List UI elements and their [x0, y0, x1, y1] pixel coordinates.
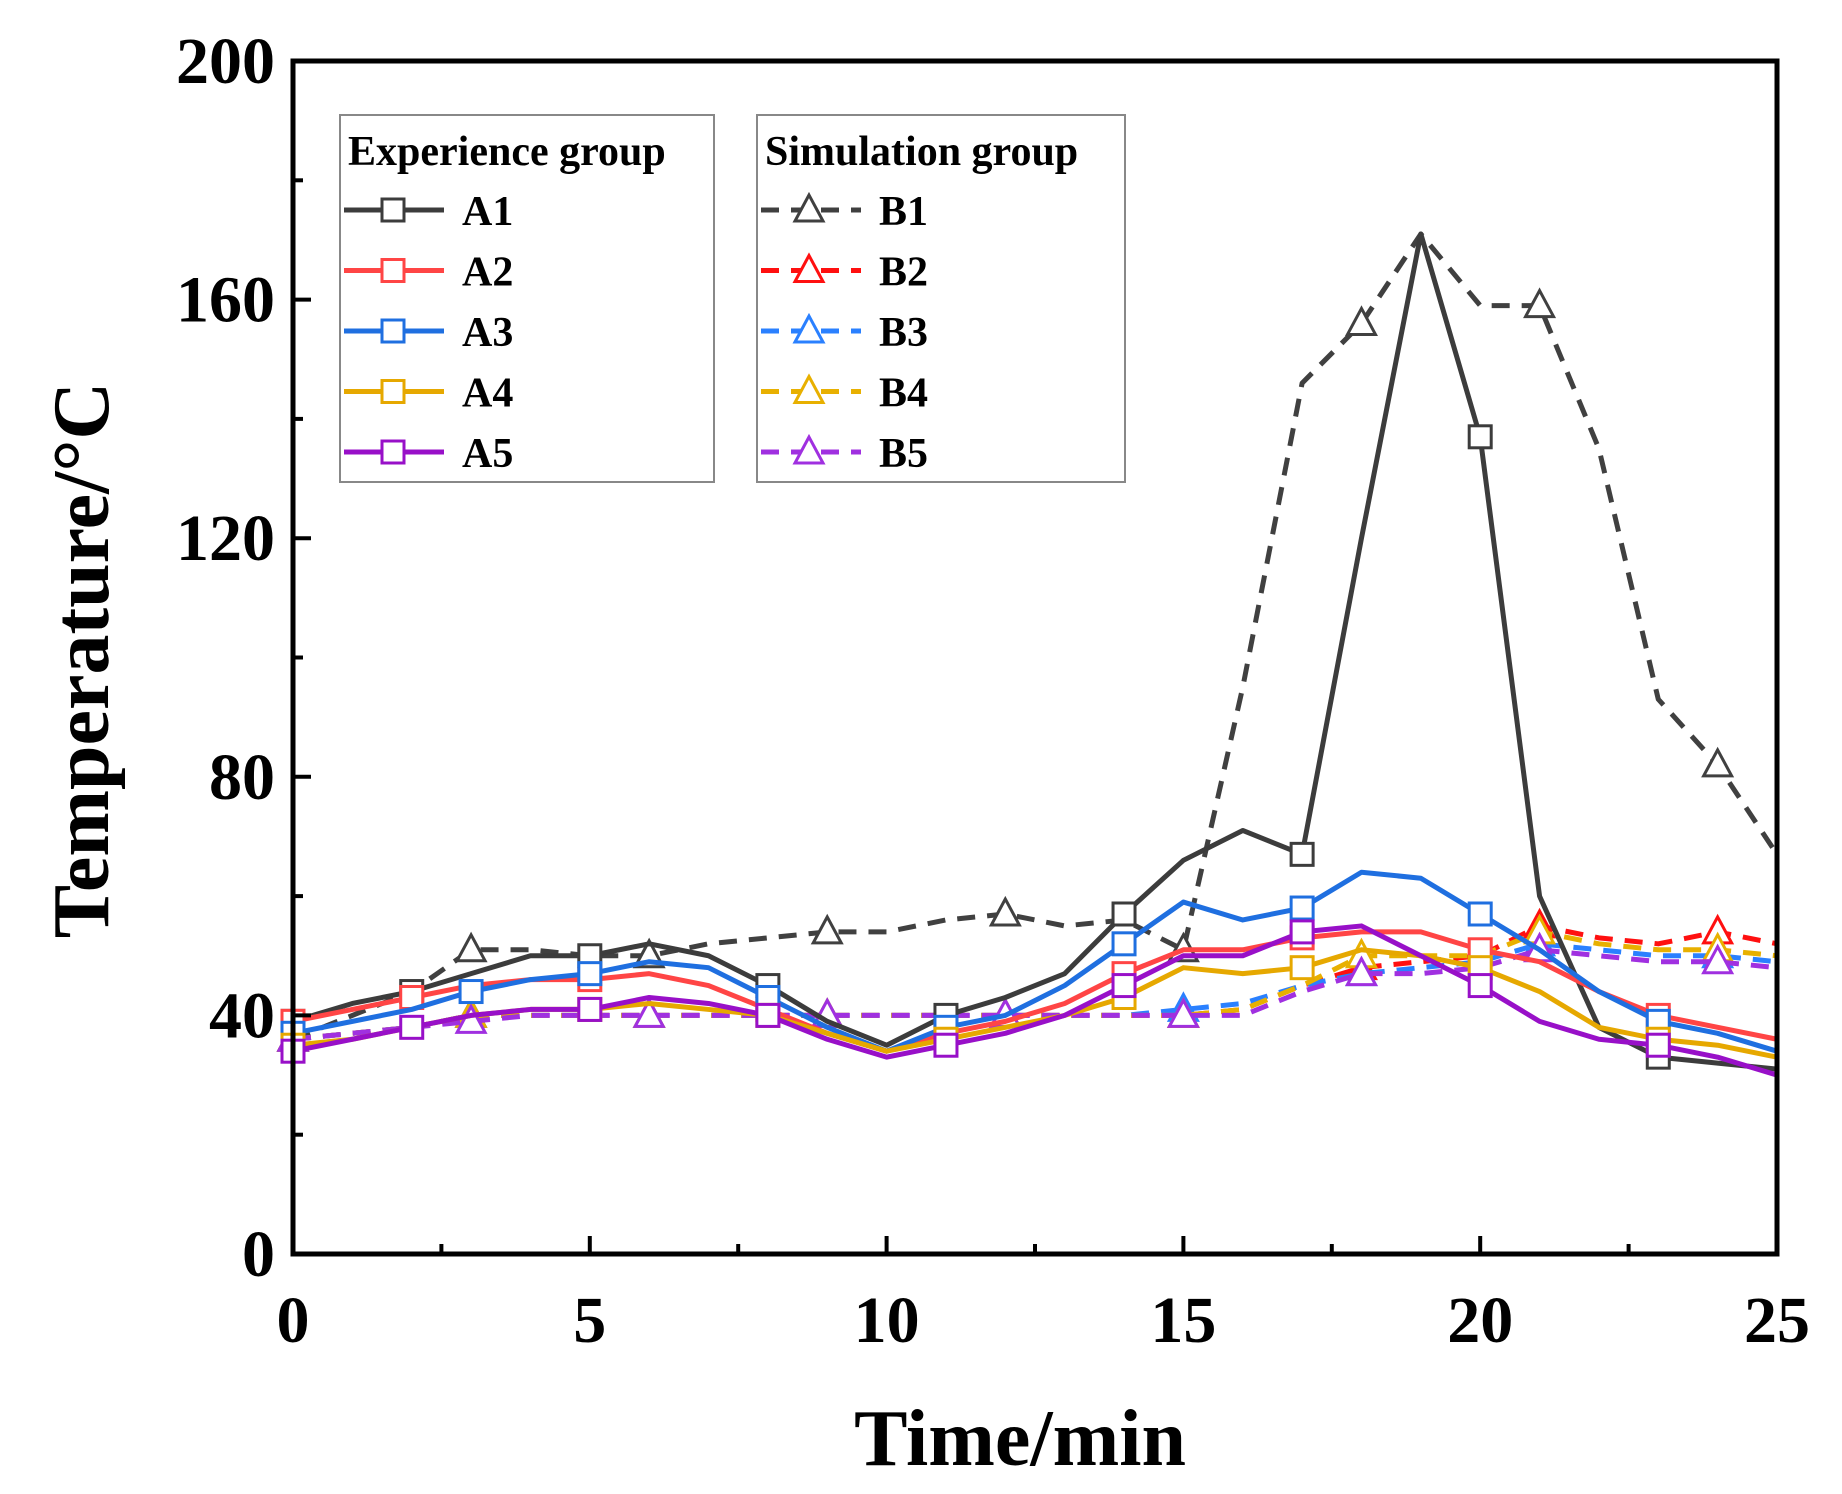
data-point: [810, 913, 844, 945]
series-line-a4: [292, 947, 1778, 1060]
legend-square-marker-icon: [380, 439, 406, 465]
x-tick-label: 0: [277, 1284, 310, 1357]
data-point: [755, 1002, 781, 1028]
y-tick-label: 200: [176, 25, 275, 98]
data-point: [1467, 424, 1493, 450]
legend-label: A1: [462, 189, 513, 235]
legend-label: B4: [879, 371, 928, 417]
legend-item-a1: A1: [344, 189, 513, 235]
legend-item-a2: A2: [344, 250, 513, 296]
series-line-a1: [292, 231, 1778, 1072]
legend-label: B5: [879, 431, 928, 477]
data-point: [933, 1032, 959, 1058]
legend-label: B3: [879, 310, 928, 356]
legend-item-b1: B1: [761, 189, 928, 235]
data-point: [1344, 305, 1378, 336]
legend-triangle-marker-icon: [792, 191, 826, 223]
legend-group-0: Experience group A1 A2 A3 A4 A5: [339, 114, 715, 483]
data-point: [1701, 746, 1735, 778]
legend-box: [756, 114, 1126, 483]
legend-item-b3: B3: [761, 310, 928, 356]
y-tick-label: 40: [209, 979, 275, 1052]
x-tick-label: 20: [1447, 1284, 1513, 1357]
data-point: [454, 1003, 488, 1034]
legend-box: [339, 114, 715, 483]
data-point: [1289, 841, 1315, 867]
legend-title: Simulation group: [765, 129, 1078, 175]
x-tick-label: 10: [854, 1284, 920, 1357]
data-point: [1289, 919, 1315, 945]
data-point: [1289, 895, 1315, 921]
data-point: [1289, 955, 1315, 981]
data-point: [632, 997, 666, 1028]
legend-square-marker-icon: [380, 379, 406, 404]
y-tick-label: 80: [209, 741, 275, 814]
y-tick-label: 120: [176, 502, 275, 575]
data-point: [988, 895, 1022, 927]
data-point: [1523, 287, 1557, 319]
legend-triangle-marker-icon: [792, 373, 826, 404]
legend-label: B1: [879, 189, 928, 235]
legend-square-marker-icon: [380, 258, 406, 283]
x-tick-label: 25: [1744, 1284, 1810, 1357]
legend: Experience group A1 A2 A3 A4 A5 Simulation gro…: [339, 114, 1126, 483]
y-axis-label: Temperature/°C: [38, 382, 126, 938]
legend-label: A3: [462, 310, 513, 356]
legend-group-1: Simulation group B1 B2 B3 B4 B5: [756, 114, 1126, 483]
legend-label: A5: [462, 431, 513, 477]
data-point: [1111, 973, 1137, 999]
data-point: [454, 931, 488, 963]
data-point: [1111, 901, 1137, 927]
legend-square-marker-icon: [380, 197, 406, 223]
axes-layer: 0 5 10 15 20 25 0 40 80 120 160 200: [176, 25, 1810, 1357]
x-tick-label: 5: [573, 1284, 606, 1357]
data-point: [1111, 931, 1137, 957]
legend-title: Experience group: [348, 129, 666, 175]
legend-item-a3: A3: [344, 310, 513, 356]
data-point: [1701, 943, 1735, 975]
series-line-a3: [292, 869, 1778, 1054]
legend-item-a5: A5: [344, 431, 513, 477]
legend-square-marker-icon: [380, 318, 406, 344]
legend-label: A2: [462, 250, 513, 296]
legend-label: A4: [462, 371, 513, 417]
legend-triangle-marker-icon: [792, 312, 826, 344]
series-line-a5: [292, 923, 1778, 1078]
series-b5: [276, 931, 1778, 1052]
legend-item-b2: B2: [761, 250, 928, 296]
x-tick-label: 15: [1150, 1284, 1216, 1357]
data-point: [577, 961, 603, 987]
legend-triangle-marker-icon: [792, 433, 826, 465]
legend-label: B2: [879, 250, 928, 296]
legend-triangle-marker-icon: [792, 252, 826, 283]
data-point: [458, 979, 484, 1005]
y-tick-label: 0: [242, 1218, 275, 1291]
legend-item-b5: B5: [761, 431, 928, 477]
data-point: [1166, 997, 1200, 1028]
data-point: [1344, 955, 1378, 987]
data-point: [1645, 1032, 1671, 1058]
data-point: [1467, 973, 1493, 999]
data-point: [1467, 901, 1493, 927]
y-tick-label: 160: [176, 264, 275, 337]
legend-item-a4: A4: [344, 371, 513, 417]
legend-item-b4: B4: [761, 371, 928, 417]
data-point: [399, 1014, 425, 1040]
data-point: [577, 996, 603, 1022]
x-axis-label: Time/min: [854, 1395, 1186, 1483]
series-line-b1: [292, 231, 1780, 1042]
